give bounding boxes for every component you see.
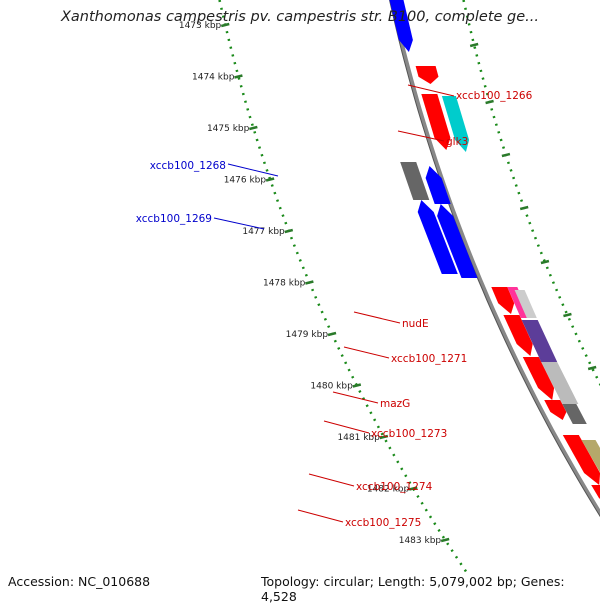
gene-label: nudE — [402, 318, 429, 330]
inner-track-tick — [470, 44, 478, 46]
gene-label: mazG — [380, 398, 410, 410]
scale-tick-label: 1475 kbp — [207, 124, 250, 134]
scale-tick — [285, 230, 293, 232]
gene-leader-line — [309, 474, 354, 486]
gene-label: xccb100_1271 — [391, 353, 467, 365]
scale-tick-label: 1479 kbp — [286, 330, 329, 340]
scale-tick — [328, 333, 336, 335]
gene-label: xccb100_1266 — [456, 90, 533, 102]
gene-label: glk3 — [446, 136, 468, 148]
scale-tick-label: 1480 kbp — [310, 382, 353, 392]
scale-tick — [353, 385, 361, 387]
scale-tick-group: 1476 kbp — [224, 176, 274, 186]
inner-track-tick — [502, 154, 510, 156]
map-title: Xanthomonas campestris pv. campestris st… — [0, 9, 600, 25]
gene-label-group: mazG — [333, 392, 410, 410]
scale-tick-label: 1476 kbp — [224, 176, 267, 186]
inner-track-tick — [541, 261, 549, 263]
inner-track-tick — [520, 207, 528, 209]
inner-track-tick — [563, 314, 571, 316]
accession-text: Accession: NC_010688 — [8, 574, 150, 589]
scale-tick — [266, 179, 274, 181]
scale-tick — [249, 127, 257, 129]
gene-label: xccb100_1269 — [136, 213, 212, 225]
gene-label-group: xccb100_1275 — [298, 510, 421, 529]
scale-tick — [441, 539, 449, 541]
gene-leader-line — [298, 510, 343, 522]
scale-tick — [305, 282, 313, 284]
forward-cds-arrow-0 — [416, 66, 439, 84]
gene-leader-line — [228, 164, 278, 176]
scale-tick-label: 1478 kbp — [263, 279, 306, 289]
inner-track-tick — [588, 367, 596, 369]
gene-label-group: nudE — [354, 312, 429, 330]
scale-tick-group: 1474 kbp — [192, 73, 242, 83]
scale-tick-label: 1474 kbp — [192, 73, 235, 83]
gene-leader-line — [344, 347, 389, 358]
gene-label: xccb100_1274 — [356, 481, 433, 493]
scale-tick-group: 1479 kbp — [286, 330, 336, 340]
scale-tick-group: 1478 kbp — [263, 279, 313, 289]
gene-label: xccb100_1273 — [371, 428, 447, 440]
gene-label-group: xccb100_1268 — [150, 160, 278, 176]
outer-dotted-track — [220, 0, 486, 600]
scale-tick — [234, 76, 242, 78]
gene-leader-line — [214, 218, 264, 229]
scale-tick-group: 1480 kbp — [310, 382, 360, 392]
scale-tick-group: 1475 kbp — [207, 124, 257, 134]
scale-tick-group: 1483 kbp — [399, 536, 449, 546]
gene-leader-line — [324, 421, 369, 433]
scale-tick-label: 1483 kbp — [399, 536, 442, 546]
scale-tick-group: 1477 kbp — [242, 227, 292, 237]
gene-label-group: xccb100_1271 — [344, 347, 467, 365]
gene-leader-line — [354, 312, 400, 323]
gene-leader-line — [333, 392, 378, 403]
gene-label-group: xccb100_1274 — [309, 474, 433, 493]
cog-bar-xccb100-1273 — [562, 404, 587, 424]
gene-label: xccb100_1268 — [150, 160, 226, 172]
reverse-cds-1268-cog — [400, 162, 429, 200]
gene-label: xccb100_1275 — [345, 517, 421, 529]
